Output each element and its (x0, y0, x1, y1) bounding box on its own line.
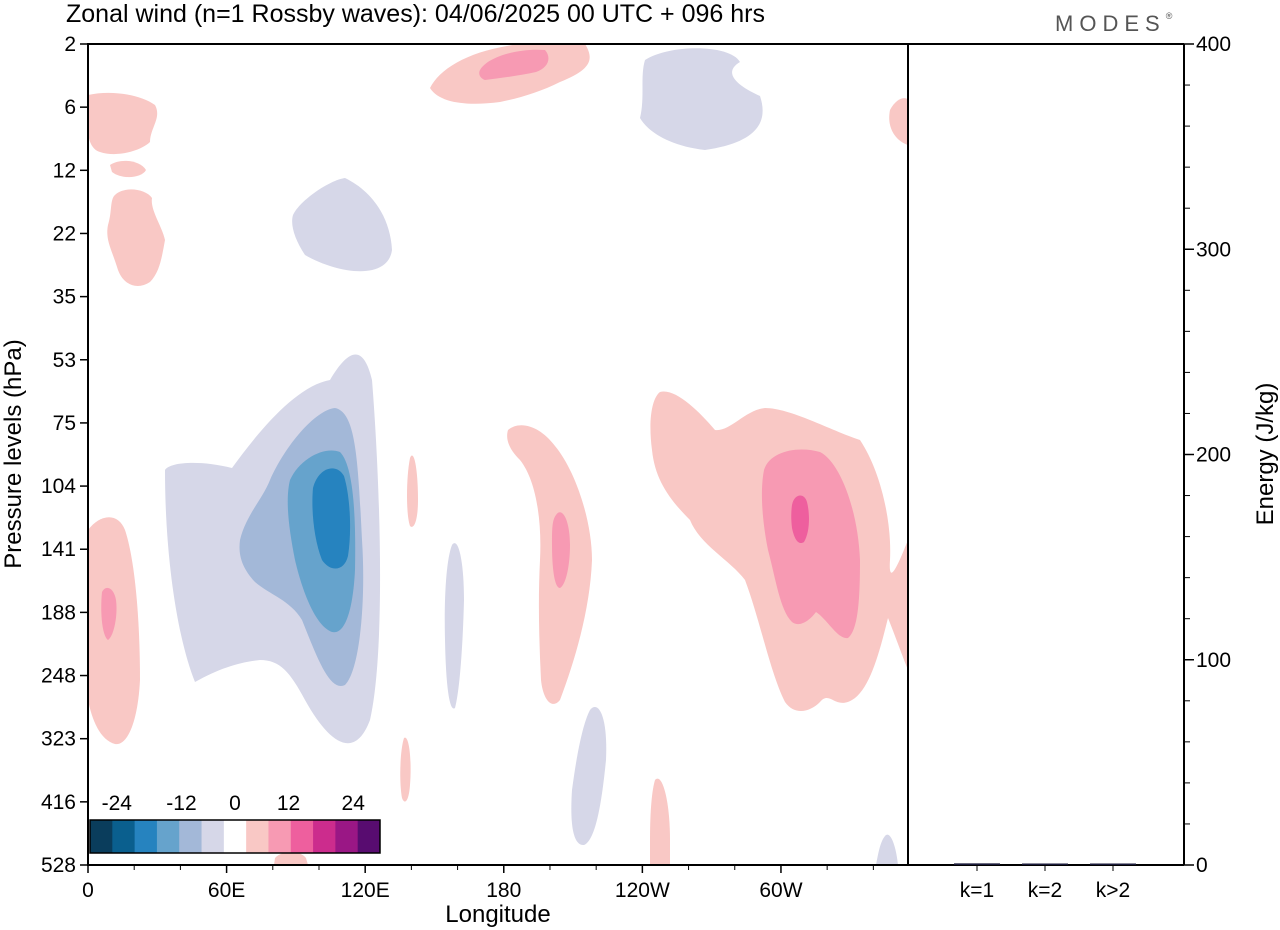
neg-contour-level-1 (292, 178, 392, 272)
pos-contour-level-2 (552, 512, 570, 588)
colorbar-swatch (134, 820, 158, 853)
longitude-tick-label: 180 (486, 879, 521, 902)
pressure-tick-label: 12 (53, 159, 76, 182)
pressure-tick-label: 323 (41, 728, 76, 751)
longitude-tick-label: 120W (615, 879, 670, 902)
colorbar-swatch (112, 820, 136, 853)
y-axis-label: Pressure levels (hPa) (0, 339, 27, 568)
energy-tick-label: 100 (1196, 649, 1231, 672)
pos-contour-level-1 (274, 852, 308, 865)
pressure-tick-label: 104 (41, 475, 76, 498)
pos-contour-level-1 (507, 425, 592, 704)
longitude-tick-label: 0 (82, 879, 94, 902)
colorbar-swatch (223, 820, 247, 853)
modes-logo: MODES® (1055, 11, 1178, 36)
x-axis-label: Longitude (445, 901, 550, 928)
energy-tick-label: 200 (1196, 444, 1231, 467)
colorbar-label: -24 (102, 792, 133, 815)
neg-contour-level-1 (571, 707, 607, 846)
pos-contour-level-1 (107, 189, 165, 286)
pos-contour-level-1 (400, 737, 411, 802)
colorbar-swatch (246, 820, 269, 853)
pos-contour-level-2 (101, 587, 117, 640)
pressure-tick-label: 53 (53, 349, 76, 372)
pos-contour-level-2 (479, 49, 549, 80)
longitude-axis: 0 60E 120E 180 120W 60W (82, 865, 874, 902)
colorbar-swatch (90, 820, 113, 853)
contour-plot: 2 6 12 22 35 53 75 104 141 188 248 323 416 528 0 60E 12… (0, 33, 909, 928)
pos-contour-level-1 (407, 455, 418, 527)
contour-fills (88, 44, 908, 865)
colorbar: -24 -12 0 12 24 (89, 792, 381, 854)
colorbar-frame (89, 819, 381, 854)
pos-contour-level-2 (761, 449, 860, 639)
colorbar-swatch (357, 820, 381, 853)
pos-contour-level-1 (650, 778, 670, 865)
energy-category-label: k=2 (1028, 879, 1062, 902)
pressure-tick-label: 2 (64, 33, 76, 56)
energy-tick-label: 0 (1196, 854, 1208, 877)
colorbar-swatch (268, 820, 292, 853)
colorbar-label: 24 (342, 792, 366, 815)
energy-bars: k=1 k=2 k>2 (954, 863, 1136, 902)
colorbar-swatch (335, 820, 359, 853)
colorbar-swatch (313, 820, 336, 853)
colorbar-label: 0 (229, 792, 241, 815)
pressure-tick-label: 416 (41, 791, 76, 814)
energy-bar (1090, 863, 1136, 865)
longitude-tick-label: 60W (759, 879, 802, 902)
colorbar-swatch (179, 820, 203, 853)
pressure-tick-label: 35 (53, 286, 76, 309)
pos-contour-level-1 (110, 160, 146, 178)
energy-bar-chart: 0 100 200 300 400 k=1 k=2 k>2 Energy (J/kg) (908, 33, 1279, 902)
neg-contour-level-1 (640, 48, 763, 150)
pos-contour-level-1 (889, 98, 908, 145)
pos-contour-level-1 (88, 517, 140, 745)
plot-frame (87, 43, 909, 866)
colorbar-swatch (156, 820, 180, 853)
neg-contour-level-1 (444, 543, 464, 709)
energy-axis-ticks: 0 100 200 300 400 (1184, 33, 1231, 877)
pressure-tick-label: 6 (64, 96, 76, 119)
pressure-tick-label: 141 (41, 538, 76, 561)
pressure-tick-label: 248 (41, 665, 76, 688)
energy-category-label: k>2 (1096, 879, 1130, 902)
pos-contour-level-3 (791, 495, 809, 544)
pos-contour-level-1 (88, 92, 158, 155)
colorbar-swatch (290, 820, 314, 853)
neg-contour-level-4 (312, 468, 351, 569)
longitude-tick-label: 120E (341, 879, 390, 902)
neg-contour-level-1 (876, 834, 898, 865)
energy-category-label: k=1 (960, 879, 994, 902)
pressure-axis: 2 6 12 22 35 53 75 104 141 188 248 323 416 528 (41, 33, 88, 877)
energy-tick-label: 400 (1196, 33, 1231, 56)
pressure-tick-label: 188 (41, 601, 76, 624)
chart-title: Zonal wind (n=1 Rossby waves): 04/06/202… (66, 0, 765, 28)
colorbar-label: 12 (277, 792, 300, 815)
pressure-tick-label: 528 (41, 854, 76, 877)
energy-bar (1022, 863, 1068, 865)
pressure-tick-label: 75 (53, 412, 76, 435)
pressure-tick-label: 22 (53, 222, 76, 245)
colorbar-swatch (201, 820, 225, 853)
longitude-tick-label: 60E (208, 879, 245, 902)
energy-tick-label: 300 (1196, 238, 1231, 261)
energy-bar (954, 863, 1000, 865)
energy-axis-label: Energy (J/kg) (1252, 383, 1279, 526)
colorbar-label: -12 (166, 792, 196, 815)
